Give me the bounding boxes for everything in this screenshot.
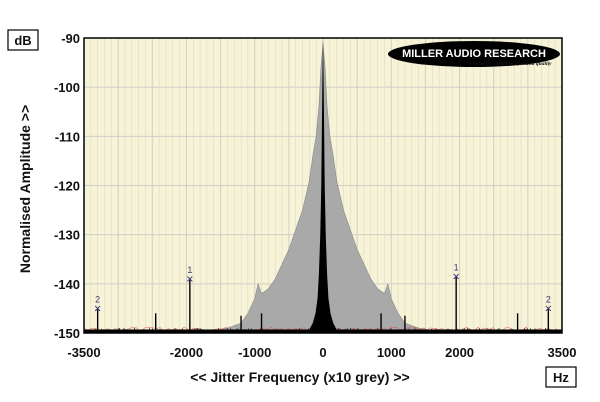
y-unit-label: dB xyxy=(14,33,31,48)
y-tick-labels: -90 -100 -110 -120 -130 -140 -150 xyxy=(54,31,80,341)
y-tick-label: -100 xyxy=(54,80,80,95)
plot-border xyxy=(83,37,563,334)
y-unit-box: dB xyxy=(7,29,39,51)
sideband-spikes xyxy=(96,276,550,333)
x-tick-label: -1000 xyxy=(238,345,271,360)
marker-label: 1 xyxy=(454,262,459,272)
y-tick-label: -110 xyxy=(55,129,80,144)
marker-cross xyxy=(453,273,460,280)
sideband-markers: 1 1 2 2 xyxy=(94,262,552,312)
marker-cross xyxy=(545,305,552,312)
marker-label: 2 xyxy=(546,294,551,304)
y-tick-label: -150 xyxy=(54,326,80,341)
miller-audio-research-logo: MILLER AUDIO RESEARCH Setting the measur… xyxy=(388,41,560,67)
y-tick-label: -120 xyxy=(54,179,80,194)
black-series-path xyxy=(84,38,562,333)
x-tick-label: -2000 xyxy=(170,345,203,360)
y-tick-label: -130 xyxy=(54,228,80,243)
marker-cross xyxy=(94,305,101,312)
logo-ellipse xyxy=(388,41,560,67)
logo-main-text: MILLER AUDIO RESEARCH xyxy=(402,48,546,60)
x-unit-box: Hz xyxy=(545,366,577,388)
marker-label: 1 xyxy=(187,265,192,275)
x-tick-label: 0 xyxy=(319,345,326,360)
y-tick-label: -90 xyxy=(61,31,80,46)
marker-cross xyxy=(186,276,193,282)
logo-tagline: Setting the measure of sound quality xyxy=(469,61,553,67)
marker-label: 2 xyxy=(95,294,100,304)
black-series-area xyxy=(84,38,562,333)
x-tick-label: 2000 xyxy=(445,345,474,360)
y-axis-title: Normalised Amplitude >> xyxy=(17,105,33,273)
x-unit-label: Hz xyxy=(553,370,569,385)
y-tick-label: -140 xyxy=(54,277,80,292)
x-tick-label: 3500 xyxy=(548,345,577,360)
x-tick-label: 1000 xyxy=(377,345,406,360)
x-tick-label: -3500 xyxy=(67,345,100,360)
x-axis-title: << Jitter Frequency (x10 grey) >> xyxy=(190,369,409,385)
x-tick-labels: -3500 -2000 -1000 0 1000 2000 3500 xyxy=(67,345,576,360)
